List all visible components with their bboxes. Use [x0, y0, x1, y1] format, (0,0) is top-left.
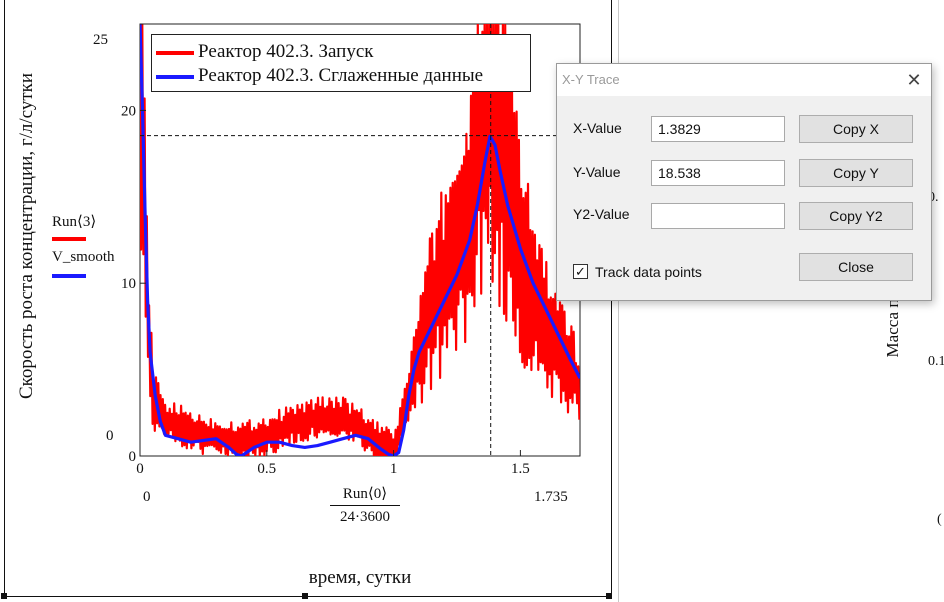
x-expression-denominator: 24·3600 — [340, 509, 390, 525]
x-axis-title: время, сутки — [308, 567, 412, 588]
y-series-label-smooth[interactable]: V_smooth — [52, 249, 115, 265]
x-expression[interactable]: Run⟨0⟩ 24·3600 — [330, 484, 400, 526]
track-data-points-checkbox[interactable]: ✓ — [573, 264, 588, 279]
track-data-points-label[interactable]: Track data points — [595, 264, 702, 280]
series-line-1 — [140, 24, 580, 456]
legend-box: Реактор 402.3. Запуск Реактор 402.3. Сгл… — [151, 34, 531, 92]
y-limit-bottom[interactable]: 0 — [106, 428, 114, 444]
y-limit-top[interactable]: 25 — [93, 32, 108, 48]
series-line-2 — [140, 24, 580, 456]
y-series-label-run[interactable]: Run⟨3⟩ — [52, 214, 97, 230]
legend-label-launch: Реактор 402.3. Запуск — [198, 41, 374, 62]
xy-trace-dialog[interactable]: X-Y Trace ✕ X-Value Copy X Y-Value Copy … — [556, 63, 932, 301]
y-tick-label: 0 — [129, 449, 137, 465]
y-axis-title: Скорость роста концентрации, г/л/сутки — [16, 72, 37, 400]
y-value-label: Y-Value — [573, 164, 621, 180]
legend-label-smoothed: Реактор 402.3. Сглаженные данные — [198, 65, 484, 86]
y2-value-field[interactable] — [651, 203, 785, 229]
x-tick-label: 0.5 — [257, 461, 276, 477]
x-value-label: X-Value — [573, 120, 622, 136]
x-expression-fraction-bar — [330, 505, 400, 506]
x-tick-label: 1 — [390, 461, 398, 477]
copy-y2-button[interactable]: Copy Y2 — [799, 202, 913, 230]
x-expression-numerator: Run⟨0⟩ — [342, 486, 388, 502]
dialog-title: X-Y Trace — [562, 72, 620, 87]
x-limit-right[interactable]: 1.735 — [534, 489, 568, 505]
x-tick-label: 0 — [136, 461, 144, 477]
y-tick-label: 10 — [121, 276, 136, 292]
right-fragment-a: 0. — [928, 190, 939, 205]
legend-item-launch: Реактор 402.3. Запуск — [152, 41, 530, 63]
region-border-left — [4, 0, 5, 598]
close-icon[interactable]: ✕ — [906, 70, 922, 90]
x-tick-label: 1.5 — [511, 461, 530, 477]
region-border-bottom — [4, 596, 612, 597]
right-fragment-c: ( — [937, 512, 942, 527]
y-value-field[interactable] — [651, 160, 785, 186]
legend-swatch-red — [156, 51, 194, 55]
selection-handle-bottom-left[interactable] — [1, 593, 7, 599]
y2-value-label: Y2-Value — [573, 206, 630, 222]
legend-item-smoothed: Реактор 402.3. Сглаженные данные — [152, 65, 530, 87]
selection-handle-bottom-right[interactable] — [606, 593, 612, 599]
right-fragment-b: 0.1 — [928, 354, 944, 369]
y-tick-label: 20 — [121, 103, 136, 119]
x-limit-left[interactable]: 0 — [143, 489, 151, 505]
y-series-swatch-run — [52, 237, 86, 241]
close-button[interactable]: Close — [799, 253, 913, 281]
dialog-titlebar[interactable]: X-Y Trace ✕ — [557, 64, 931, 96]
legend-swatch-blue — [156, 75, 194, 79]
copy-x-button[interactable]: Copy X — [799, 115, 913, 143]
copy-y-button[interactable]: Copy Y — [799, 159, 913, 187]
y-series-swatch-smooth — [52, 274, 86, 278]
adjacent-region-divider — [618, 0, 619, 602]
x-value-field[interactable] — [651, 116, 785, 142]
selection-handle-bottom-middle[interactable] — [302, 593, 308, 599]
